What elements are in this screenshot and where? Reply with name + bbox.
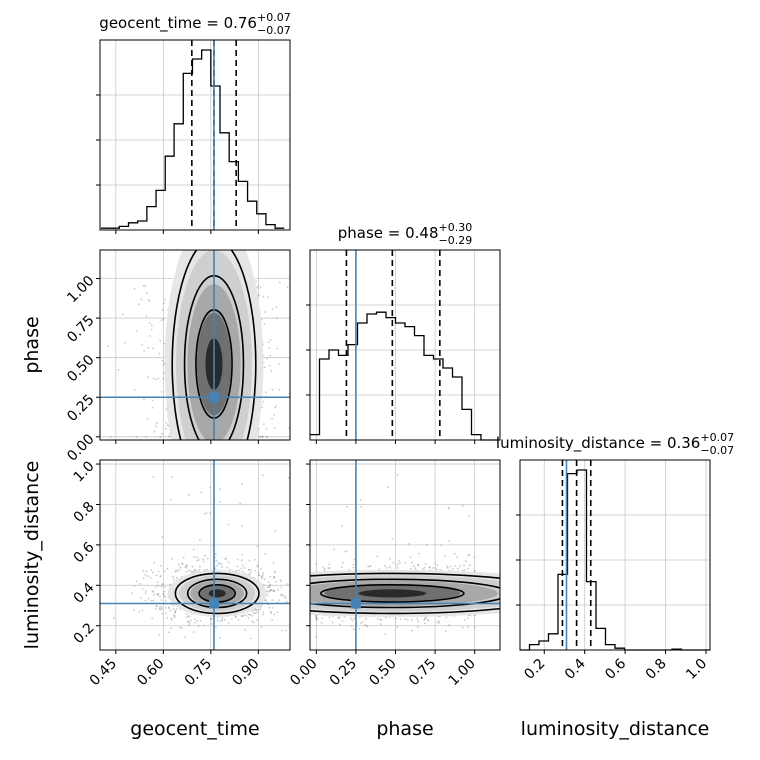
marginal-luminosity-distance-background (520, 460, 710, 650)
panel-phase-vs-luminosity-distance-contour-2 (319, 583, 465, 603)
panel-geocent-time-vs-phase-border (99, 249, 291, 441)
x-tick-label-luminosity-distance-x-4: 1.0 (683, 656, 710, 683)
marginal-luminosity-distance-title-upper-error: +0.07 (700, 431, 734, 444)
x-tick-label-phase-x-3: 0.75 (406, 656, 439, 689)
marginal-geocent-time-background (100, 40, 290, 230)
marginal-luminosity-distance-title-value: luminosity_distance = 0.36 (496, 434, 700, 453)
y-tick-label-phase-y-2: 0.50 (64, 352, 97, 385)
panel-phase-vs-luminosity-distance-contour-1 (310, 578, 500, 609)
panel-phase-vs-luminosity-distance-contour-0 (310, 572, 500, 615)
y-axis-label-phase-y: phase (21, 316, 43, 373)
x-tick-label-luminosity-distance-x-1: 0.4 (562, 656, 589, 683)
x-tick-label-luminosity-distance-x-0: 0.2 (521, 656, 548, 683)
panel-geocent-time-vs-luminosity-distance-contour-0 (174, 572, 260, 615)
marginal-phase-histogram (310, 311, 500, 441)
x-axis-label-geocent-time: geocent_time (130, 718, 259, 740)
panel-geocent-time-vs-luminosity-distance-truth-marker (209, 598, 219, 609)
x-tick-label-luminosity-distance-x-2: 0.6 (602, 656, 629, 683)
panel-geocent-time-vs-phase-truth-marker (209, 392, 219, 403)
marginal-phase-background (310, 250, 500, 440)
panel-geocent-time-vs-phase (96, 249, 291, 444)
x-axis-label-phase-x: phase (376, 718, 433, 740)
marginal-geocent-time-histogram (100, 49, 285, 229)
y-tick-label-phase-y-1: 0.25 (64, 392, 97, 425)
y-tick-label-phase-y-0: 0.00 (64, 431, 97, 464)
panel-geocent-time-vs-luminosity-distance-border (99, 459, 291, 651)
marginal-luminosity-distance-title: luminosity_distance = 0.36+0.07 −0.07 (496, 431, 734, 457)
marginal-geocent-time-title-upper-error: +0.07 (257, 11, 291, 24)
marginal-phase-title-lower-error: −0.29 (439, 234, 473, 247)
y-tick-label-luminosity-distance-y-3: 0.8 (71, 499, 98, 526)
panel-geocent-time-vs-phase-contour-0 (171, 250, 257, 440)
y-tick-label-phase-y-4: 1.00 (64, 273, 97, 306)
y-axis-label-luminosity-distance-y: luminosity_distance (21, 461, 43, 650)
marginal-geocent-time: geocent_time = 0.76+0.07 −0.07 (96, 11, 291, 234)
x-axis-label-luminosity-distance-x: luminosity_distance (521, 718, 710, 740)
marginal-luminosity-distance: luminosity_distance = 0.36+0.07 −0.07 (496, 431, 734, 654)
marginal-geocent-time-title-value: geocent_time = 0.76 (99, 14, 257, 33)
x-tick-label-geocent-time-0: 0.45 (87, 656, 120, 689)
y-tick-label-luminosity-distance-y-0: 0.2 (71, 620, 98, 647)
x-tick-label-phase-x-4: 1.00 (446, 656, 479, 689)
marginal-geocent-time-border (99, 39, 291, 231)
marginal-luminosity-distance-title-lower-error: −0.07 (700, 444, 734, 457)
panel-phase-vs-luminosity-distance-background (310, 460, 500, 650)
marginal-phase: phase = 0.48+0.30 −0.29 (306, 221, 501, 444)
marginal-phase-title-upper-error: +0.30 (439, 221, 473, 234)
x-tick-label-geocent-time-1: 0.60 (134, 656, 167, 689)
panel-phase-vs-luminosity-distance (306, 459, 501, 654)
x-tick-label-phase-x-0: 0.00 (287, 656, 320, 689)
panel-phase-vs-luminosity-distance-border (309, 459, 501, 651)
panel-phase-vs-luminosity-distance-density-level-4 (358, 589, 427, 598)
panel-geocent-time-vs-phase-density (100, 250, 290, 440)
panel-geocent-time-vs-luminosity-distance-density-level-4 (208, 589, 226, 598)
x-tick-label-geocent-time-3: 0.90 (229, 656, 262, 689)
panel-geocent-time-vs-luminosity-distance-density (100, 460, 290, 650)
x-tick-label-luminosity-distance-x-3: 0.8 (643, 656, 670, 683)
y-tick-label-luminosity-distance-y-1: 0.4 (71, 580, 98, 607)
panel-geocent-time-vs-luminosity-distance-background (100, 460, 290, 650)
marginal-phase-title-value: phase = 0.48 (338, 224, 439, 242)
x-tick-label-phase-x-2: 0.50 (366, 656, 399, 689)
marginal-geocent-time-title: geocent_time = 0.76+0.07 −0.07 (99, 11, 290, 37)
panel-phase-vs-luminosity-distance-density (310, 460, 500, 650)
marginal-phase-title: phase = 0.48+0.30 −0.29 (338, 221, 473, 247)
x-tick-label-phase-x-1: 0.25 (327, 656, 360, 689)
panel-phase-vs-luminosity-distance-truth-marker (350, 598, 361, 609)
y-tick-label-phase-y-3: 0.75 (64, 312, 97, 345)
marginal-geocent-time-title-lower-error: −0.07 (257, 24, 291, 37)
x-tick-label-geocent-time-2: 0.75 (182, 656, 215, 689)
marginal-phase-border (309, 249, 501, 441)
panel-geocent-time-vs-luminosity-distance (96, 459, 291, 654)
marginal-luminosity-distance-border (519, 459, 711, 651)
y-tick-label-luminosity-distance-y-2: 0.6 (71, 539, 98, 566)
